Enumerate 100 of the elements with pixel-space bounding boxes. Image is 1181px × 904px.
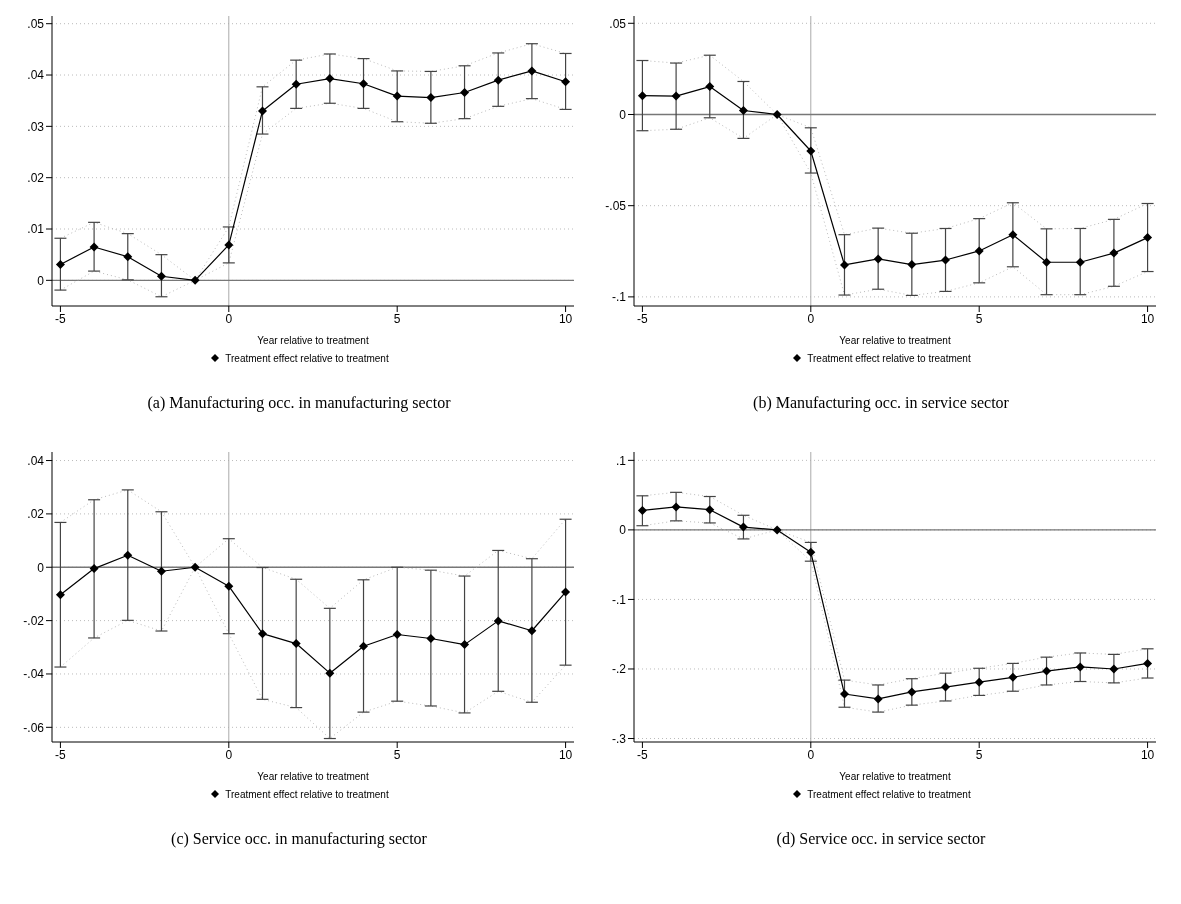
legend-label: Treatment effect relative to treatment — [806, 352, 971, 364]
point — [974, 246, 984, 256]
point — [190, 562, 200, 572]
y-tick-label: 0 — [37, 273, 45, 288]
x-tick-label: 0 — [807, 311, 815, 326]
x-tick-label: -5 — [637, 311, 649, 326]
point — [257, 629, 267, 639]
x-tick-label: 5 — [393, 747, 401, 762]
point — [89, 242, 99, 252]
point — [359, 641, 369, 651]
y-tick-label: -.1 — [611, 290, 627, 305]
point — [671, 502, 681, 512]
point — [705, 82, 715, 92]
point — [1008, 672, 1018, 682]
point — [738, 522, 748, 532]
point — [325, 668, 335, 678]
point — [224, 240, 234, 250]
y-tick-label: .01 — [27, 222, 45, 237]
x-tick-label: 0 — [225, 311, 233, 326]
x-tick-label: 0 — [225, 747, 233, 762]
text: (a) Manufacturing occ. in manufacturing sector — [146, 394, 452, 412]
point — [1042, 257, 1052, 267]
point — [426, 93, 436, 103]
legend-label: Treatment effect relative to treatment — [224, 788, 389, 800]
point — [460, 87, 470, 97]
x-tick-label: -5 — [637, 747, 649, 762]
point — [873, 694, 883, 704]
point — [974, 677, 984, 687]
point — [839, 689, 849, 699]
point — [1143, 658, 1153, 668]
x-axis-title: Year relative to treatment — [257, 771, 369, 782]
point — [941, 255, 951, 265]
point — [392, 91, 402, 101]
text: (b) Manufacturing occ. in service sector — [752, 394, 1010, 412]
point — [325, 74, 335, 84]
point — [55, 590, 65, 600]
point — [156, 271, 166, 281]
x-axis-title: Year relative to treatment — [257, 335, 369, 346]
point — [772, 109, 782, 119]
point — [190, 275, 200, 285]
x-axis-title: Year relative to treatment — [839, 335, 951, 346]
point — [1109, 248, 1119, 258]
point — [561, 77, 571, 87]
point — [493, 616, 503, 626]
y-tick-label: -.2 — [611, 662, 627, 677]
y-tick-label: .03 — [27, 119, 45, 134]
point — [705, 505, 715, 515]
x-tick-label: 10 — [1140, 747, 1155, 762]
point — [460, 640, 470, 650]
y-tick-label: -.02 — [23, 613, 45, 628]
point — [527, 66, 537, 76]
point — [806, 547, 816, 557]
y-tick-label: .1 — [615, 453, 627, 468]
point — [671, 91, 681, 101]
point — [1075, 662, 1085, 672]
point — [291, 639, 301, 649]
y-tick-label: 0 — [619, 107, 627, 122]
x-tick-label: 10 — [1140, 311, 1155, 326]
point — [359, 79, 369, 89]
point — [55, 259, 65, 269]
x-tick-label: 5 — [975, 747, 983, 762]
point — [907, 687, 917, 697]
point — [941, 682, 951, 692]
point — [1008, 230, 1018, 240]
point — [561, 587, 571, 597]
y-tick-label: .02 — [27, 507, 45, 522]
point — [1075, 257, 1085, 267]
point — [1109, 664, 1119, 674]
y-tick-label: -.05 — [605, 198, 627, 213]
point — [806, 146, 816, 156]
legend-label: Treatment effect relative to treatment — [224, 352, 389, 364]
y-tick-label: -.3 — [611, 731, 627, 746]
y-tick-label: -.04 — [23, 667, 45, 682]
point — [738, 105, 748, 115]
point — [1143, 233, 1153, 243]
y-tick-label: .04 — [27, 68, 45, 83]
y-tick-label: 0 — [37, 560, 45, 575]
point — [873, 254, 883, 264]
point — [224, 581, 234, 591]
point — [637, 505, 647, 515]
y-tick-label: -.1 — [611, 592, 627, 607]
point — [839, 260, 849, 270]
legend-label: Treatment effect relative to treatment — [806, 788, 971, 800]
point — [772, 525, 782, 535]
point — [527, 626, 537, 636]
x-tick-label: -5 — [55, 311, 67, 326]
y-tick-label: .05 — [609, 16, 627, 31]
y-tick-label: 0 — [619, 523, 627, 538]
x-tick-label: 5 — [393, 311, 401, 326]
x-tick-label: 10 — [558, 747, 573, 762]
text: (d) Service occ. in service sector — [775, 830, 987, 848]
point — [257, 106, 267, 116]
point — [493, 75, 503, 85]
text: (c) Service occ. in manufacturing sector — [170, 830, 428, 848]
x-axis-title: Year relative to treatment — [839, 771, 951, 782]
y-tick-label: .02 — [27, 170, 45, 185]
point — [89, 564, 99, 574]
point — [392, 629, 402, 639]
point — [156, 566, 166, 576]
point — [1042, 666, 1052, 676]
